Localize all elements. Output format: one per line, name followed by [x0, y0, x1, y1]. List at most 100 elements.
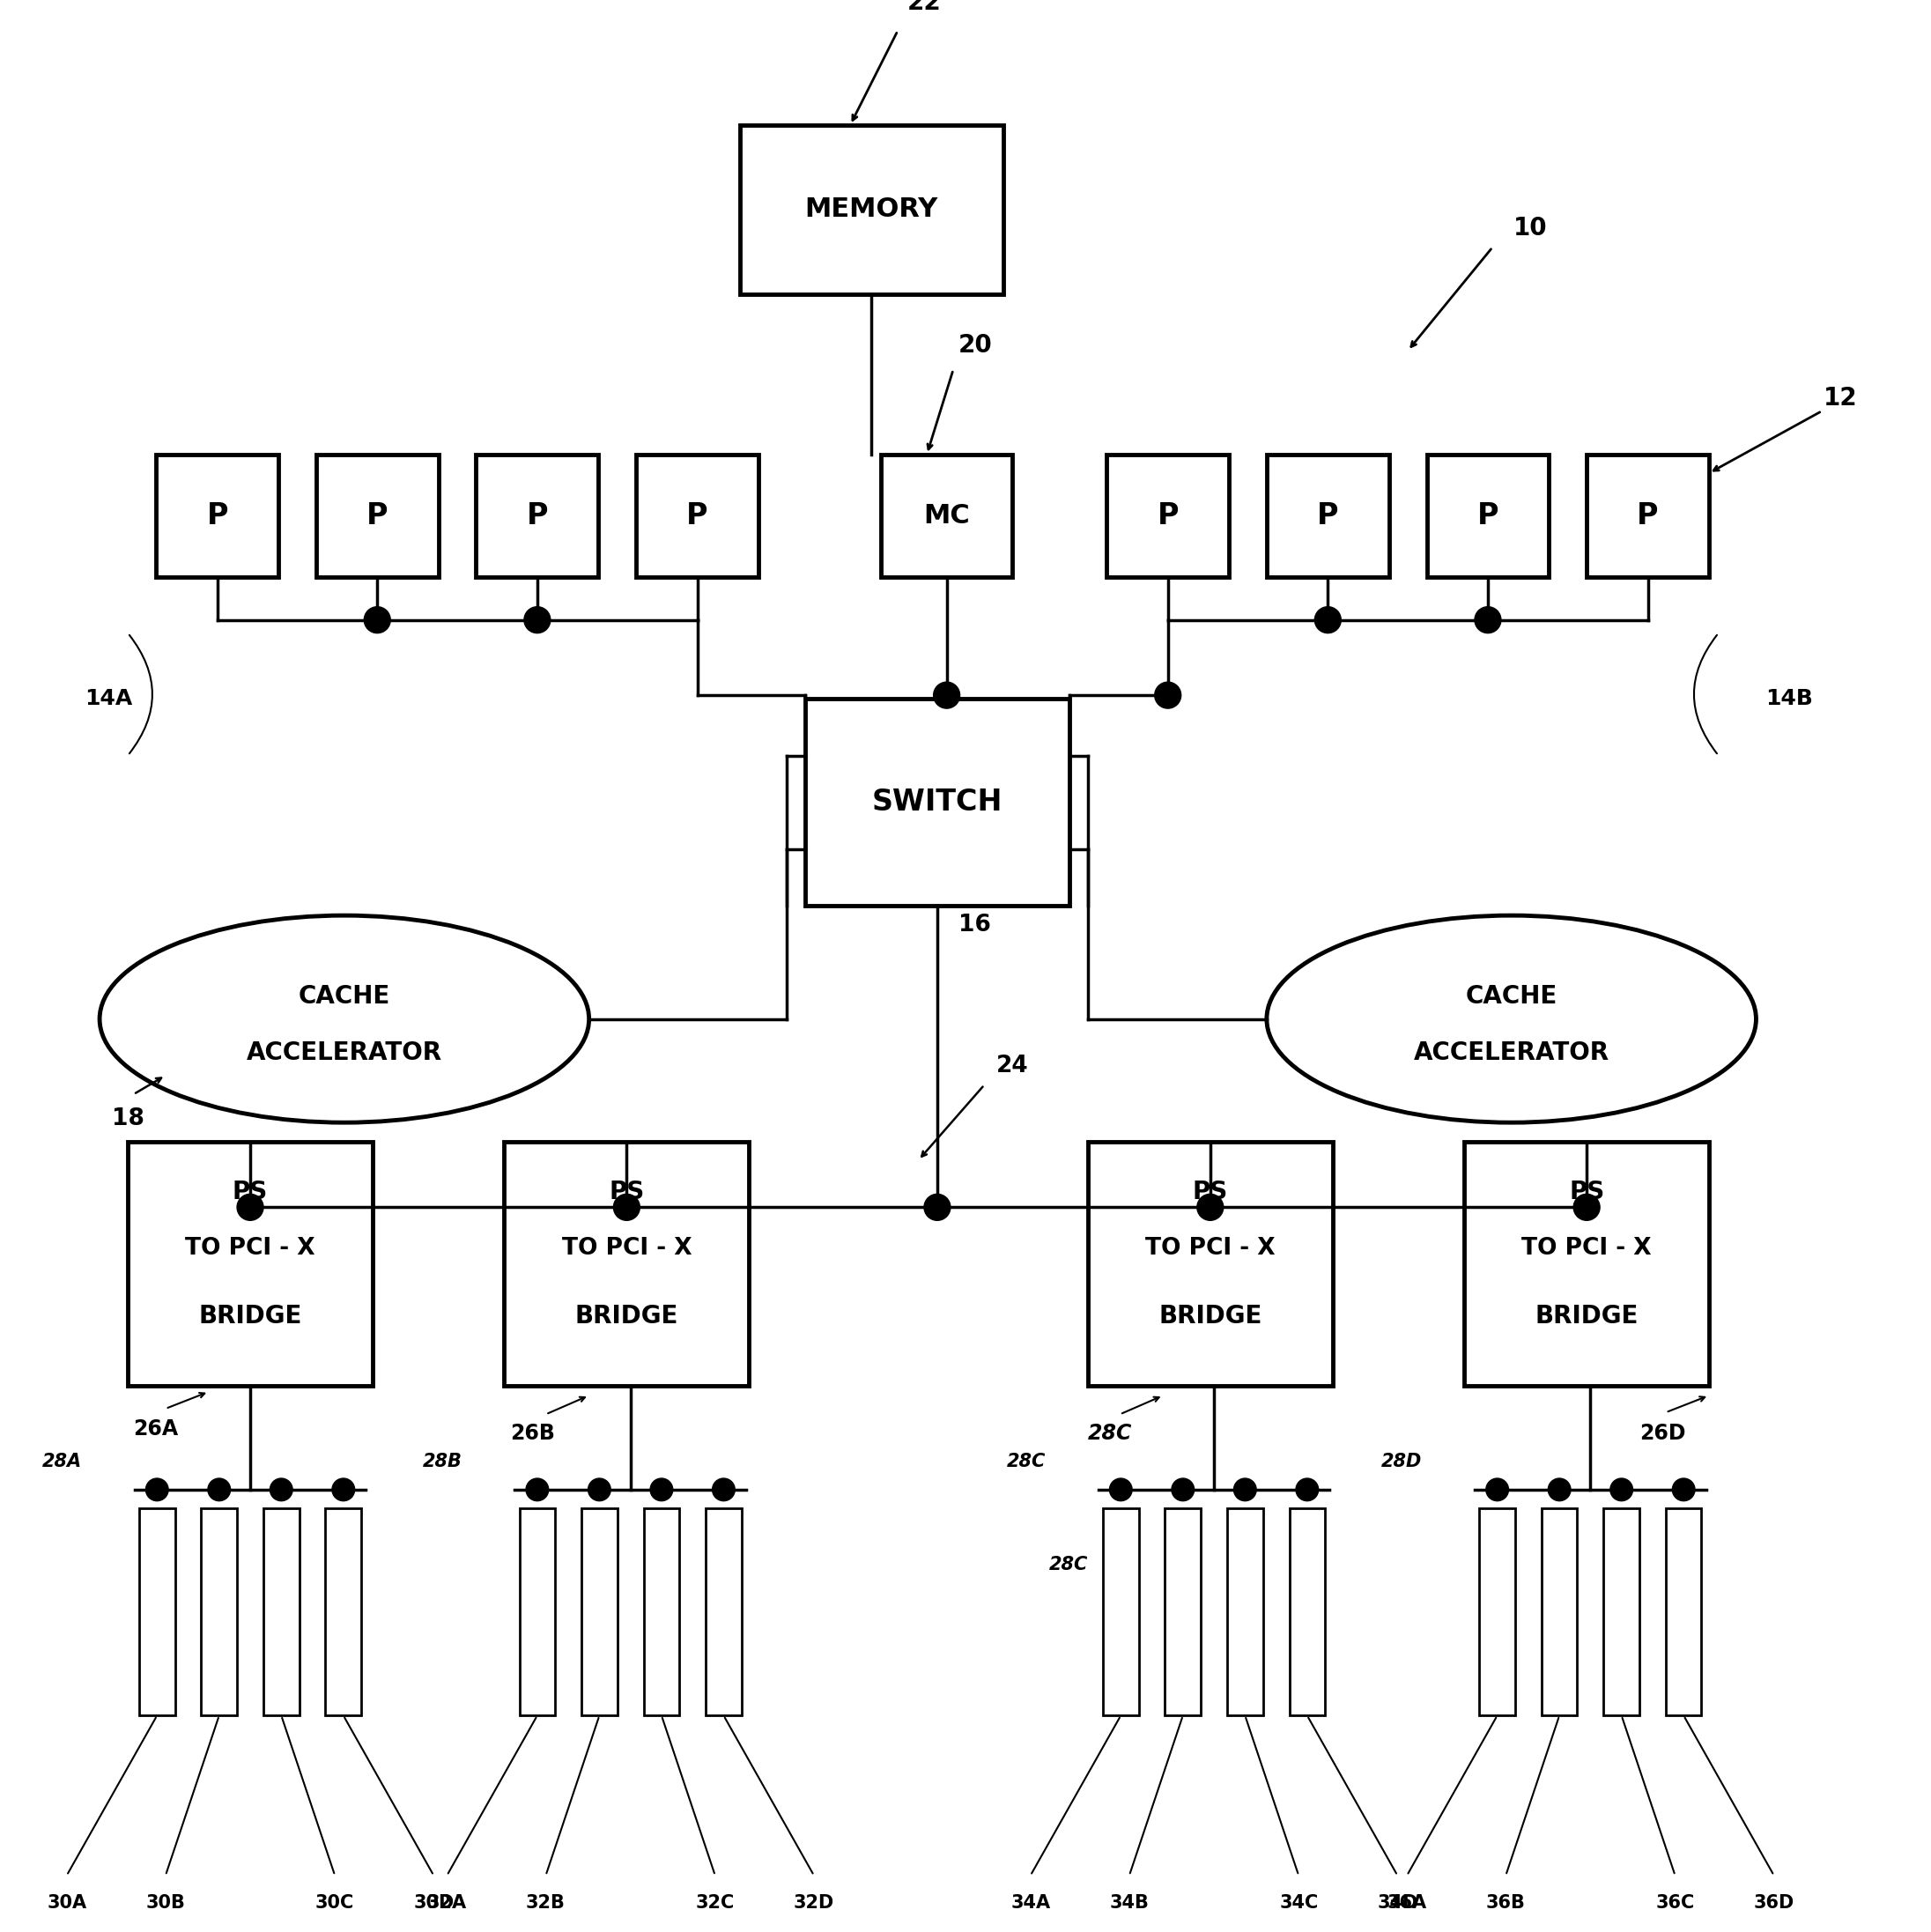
- Text: 14B: 14B: [1765, 688, 1813, 709]
- Text: CACHE: CACHE: [299, 983, 390, 1009]
- Text: 36D: 36D: [1753, 1895, 1794, 1913]
- Text: PS: PS: [1570, 1180, 1605, 1204]
- Text: 28A: 28A: [42, 1453, 81, 1470]
- Text: SWITCH: SWITCH: [873, 788, 1002, 817]
- Circle shape: [238, 1194, 263, 1221]
- Text: P: P: [527, 500, 548, 529]
- Circle shape: [1155, 682, 1182, 709]
- Text: PS: PS: [1193, 1180, 1228, 1204]
- Bar: [1603, 1509, 1639, 1716]
- Bar: [1666, 1509, 1701, 1716]
- Ellipse shape: [1267, 916, 1755, 1122]
- Text: TO PCI - X: TO PCI - X: [562, 1236, 691, 1260]
- Text: TO PCI - X: TO PCI - X: [185, 1236, 315, 1260]
- Circle shape: [589, 1478, 610, 1501]
- Bar: [477, 454, 599, 576]
- Bar: [643, 1509, 680, 1716]
- Text: 28C: 28C: [1087, 1422, 1132, 1443]
- Bar: [805, 699, 1070, 906]
- Text: TO PCI - X: TO PCI - X: [1145, 1236, 1274, 1260]
- Bar: [127, 1142, 373, 1385]
- Circle shape: [1197, 1194, 1224, 1221]
- Text: 34B: 34B: [1110, 1895, 1149, 1913]
- Bar: [581, 1509, 618, 1716]
- Circle shape: [525, 1478, 548, 1501]
- Text: 36B: 36B: [1487, 1895, 1525, 1913]
- Text: 32B: 32B: [525, 1895, 566, 1913]
- Text: 32D: 32D: [794, 1895, 834, 1913]
- Bar: [1106, 454, 1228, 576]
- Circle shape: [523, 607, 550, 634]
- Bar: [1087, 1142, 1332, 1385]
- Bar: [1164, 1509, 1201, 1716]
- Bar: [156, 454, 278, 576]
- Bar: [263, 1509, 299, 1716]
- Circle shape: [1610, 1478, 1634, 1501]
- Text: 28B: 28B: [423, 1453, 462, 1470]
- Bar: [1541, 1509, 1578, 1716]
- Ellipse shape: [100, 916, 589, 1122]
- Text: MC: MC: [923, 502, 969, 527]
- Bar: [1587, 454, 1709, 576]
- Bar: [201, 1509, 238, 1716]
- Text: P: P: [207, 500, 228, 529]
- Circle shape: [209, 1478, 230, 1501]
- Text: CACHE: CACHE: [1466, 983, 1556, 1009]
- Circle shape: [1296, 1478, 1319, 1501]
- Bar: [1226, 1509, 1263, 1716]
- Text: 22: 22: [908, 0, 940, 15]
- Bar: [1427, 454, 1549, 576]
- Text: 36C: 36C: [1655, 1895, 1695, 1913]
- Text: 30D: 30D: [413, 1895, 454, 1913]
- Text: ACCELERATOR: ACCELERATOR: [247, 1041, 442, 1065]
- Bar: [740, 126, 1002, 294]
- Text: P: P: [687, 500, 709, 529]
- Bar: [635, 454, 759, 576]
- Text: 10: 10: [1514, 216, 1547, 242]
- Text: 30B: 30B: [145, 1895, 185, 1913]
- Bar: [326, 1509, 361, 1716]
- Text: 32C: 32C: [695, 1895, 734, 1913]
- Circle shape: [1574, 1194, 1601, 1221]
- Circle shape: [1172, 1478, 1193, 1501]
- Circle shape: [1234, 1478, 1257, 1501]
- Text: BRIDGE: BRIDGE: [1159, 1304, 1261, 1329]
- Circle shape: [365, 607, 390, 634]
- Bar: [519, 1509, 554, 1716]
- Bar: [1479, 1509, 1516, 1716]
- Bar: [1103, 1509, 1139, 1716]
- Text: 24: 24: [996, 1055, 1029, 1078]
- Bar: [1267, 454, 1388, 576]
- Bar: [881, 454, 1012, 576]
- Circle shape: [925, 1194, 950, 1221]
- Bar: [705, 1509, 742, 1716]
- Circle shape: [1487, 1478, 1508, 1501]
- Text: 12: 12: [1823, 386, 1858, 410]
- Circle shape: [145, 1478, 168, 1501]
- Text: 26D: 26D: [1639, 1422, 1686, 1443]
- Bar: [317, 454, 438, 576]
- Text: 36A: 36A: [1386, 1895, 1427, 1913]
- Text: 28C: 28C: [1049, 1555, 1087, 1575]
- Text: 34D: 34D: [1377, 1895, 1417, 1913]
- Text: 34C: 34C: [1278, 1895, 1319, 1913]
- Bar: [1290, 1509, 1325, 1716]
- Text: 28D: 28D: [1381, 1453, 1421, 1470]
- Text: P: P: [1477, 500, 1498, 529]
- Text: 34A: 34A: [1010, 1895, 1050, 1913]
- Circle shape: [1315, 607, 1340, 634]
- Text: 32A: 32A: [427, 1895, 467, 1913]
- Circle shape: [1549, 1478, 1570, 1501]
- Circle shape: [713, 1478, 736, 1501]
- Text: 30C: 30C: [315, 1895, 355, 1913]
- Circle shape: [1110, 1478, 1132, 1501]
- Text: BRIDGE: BRIDGE: [575, 1304, 678, 1329]
- Bar: [1464, 1142, 1709, 1385]
- Text: 18: 18: [112, 1107, 145, 1130]
- Text: ACCELERATOR: ACCELERATOR: [1413, 1041, 1609, 1065]
- Text: 16: 16: [958, 914, 991, 937]
- Text: PS: PS: [608, 1180, 645, 1204]
- Text: 26A: 26A: [133, 1418, 178, 1439]
- Text: PS: PS: [232, 1180, 268, 1204]
- Bar: [139, 1509, 176, 1716]
